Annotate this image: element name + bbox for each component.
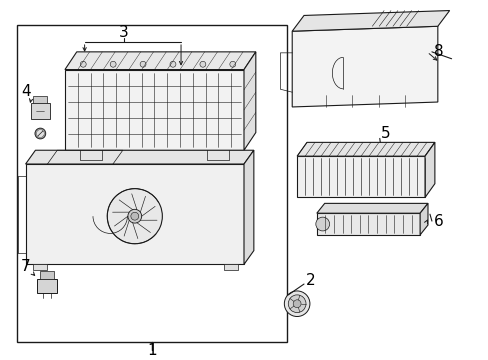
Polygon shape [65,52,255,69]
Circle shape [284,291,309,316]
Circle shape [128,209,142,223]
Polygon shape [244,150,253,264]
Text: 5: 5 [380,126,390,141]
Circle shape [315,217,329,231]
Bar [41,271,54,279]
Polygon shape [244,52,255,150]
Text: 1: 1 [147,343,157,359]
Text: 8: 8 [433,44,443,59]
Bar [297,156,424,198]
Circle shape [200,61,205,67]
Circle shape [131,212,139,220]
Polygon shape [297,142,434,156]
Text: 3: 3 [119,25,129,40]
Bar [224,264,238,270]
Polygon shape [419,203,427,235]
Bar [33,96,47,103]
Bar [17,25,287,342]
Circle shape [229,61,235,67]
Circle shape [170,61,176,67]
Circle shape [80,61,86,67]
Circle shape [35,128,46,139]
Bar [37,279,57,293]
Bar [30,103,50,119]
Circle shape [288,295,305,312]
Polygon shape [292,26,437,107]
Bar [33,264,47,270]
Text: 7: 7 [20,259,30,274]
Text: 4: 4 [20,84,30,99]
Circle shape [110,61,116,67]
Circle shape [293,300,301,308]
Bar [65,69,244,150]
Polygon shape [25,150,253,164]
Circle shape [140,61,146,67]
Polygon shape [292,10,449,31]
Wedge shape [107,189,162,244]
Bar [25,164,244,264]
Polygon shape [424,142,434,198]
Text: 6: 6 [433,213,443,229]
Text: 2: 2 [305,273,315,288]
Bar [316,213,419,235]
Polygon shape [316,203,427,213]
